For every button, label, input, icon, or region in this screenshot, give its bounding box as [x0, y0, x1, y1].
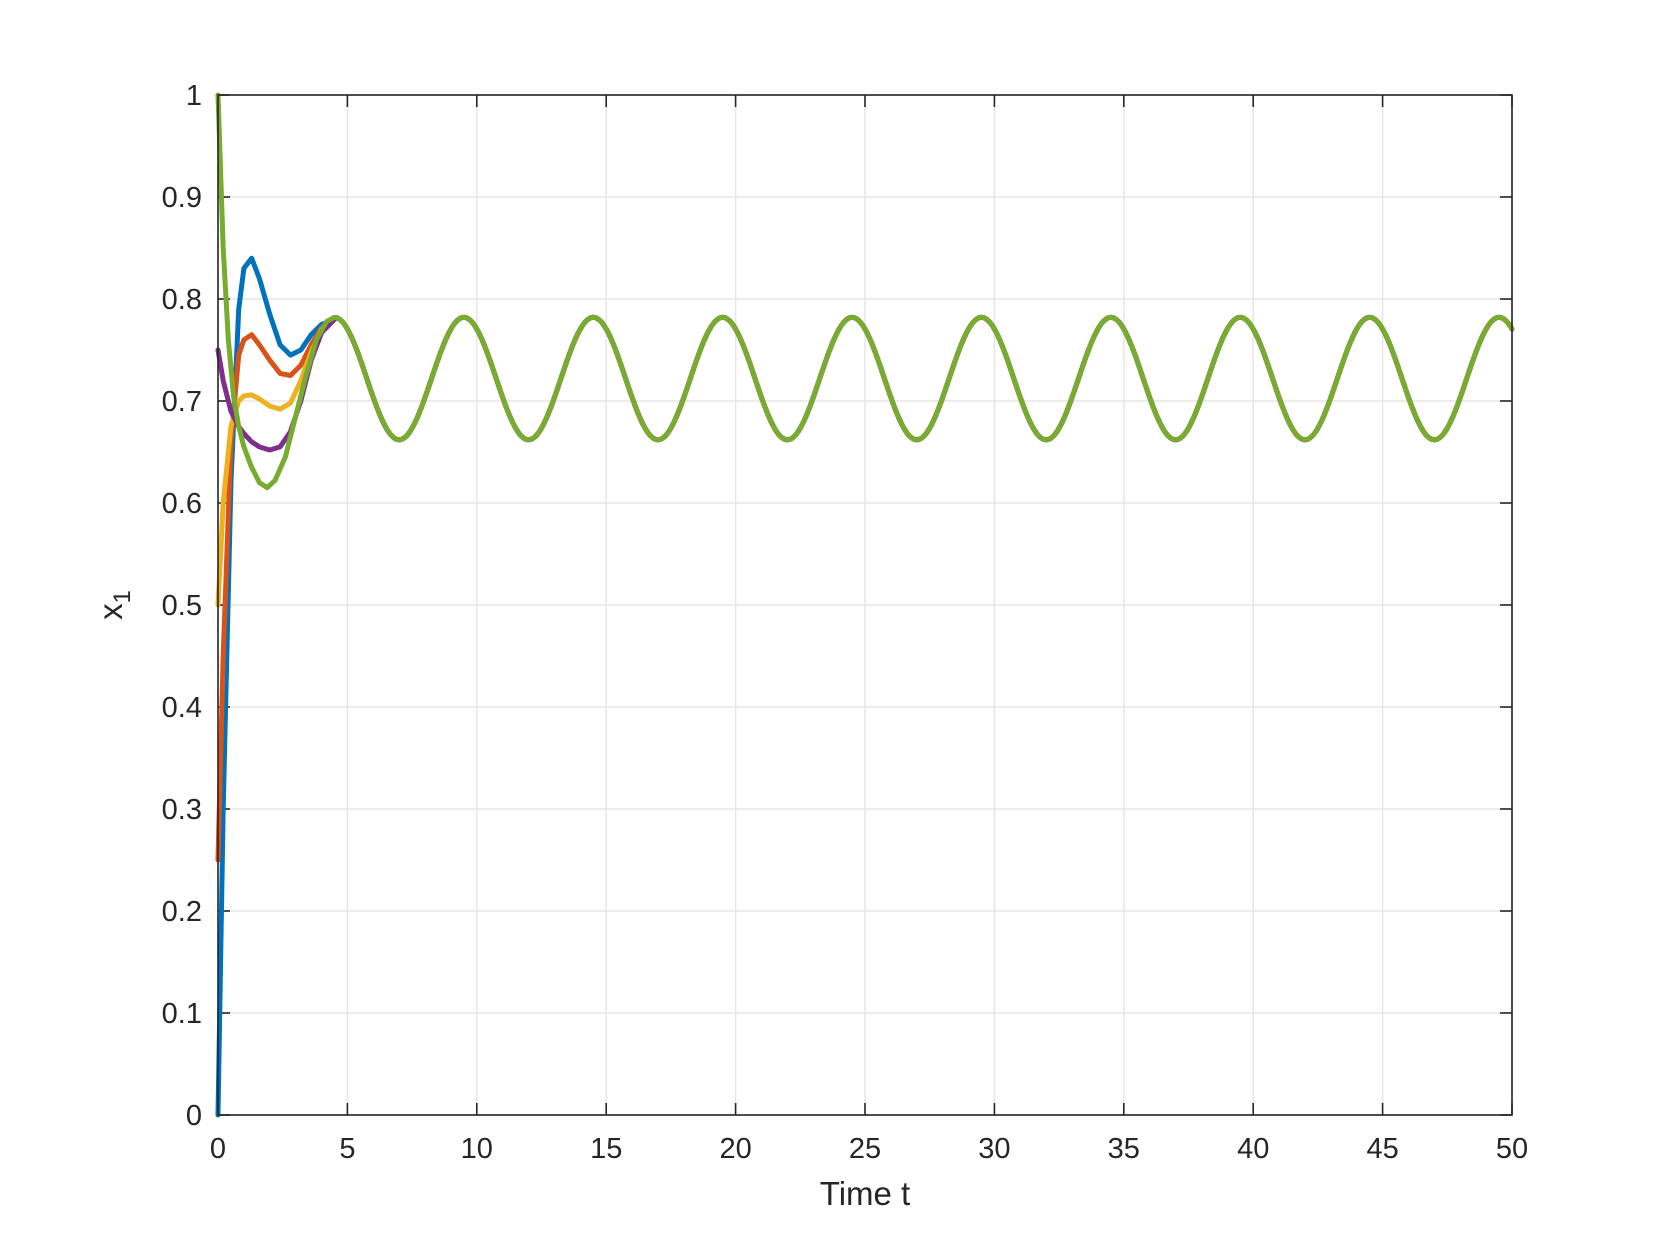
x-tick-label: 5 — [339, 1133, 355, 1165]
plot-series — [215, 92, 1515, 1118]
y-tick-label: 0.1 — [162, 998, 202, 1030]
y-tick-label: 0.4 — [162, 692, 202, 724]
plot-area-border — [217, 94, 1513, 1116]
y-tick-label: 1 — [186, 80, 202, 112]
y-tick-label: 0.5 — [162, 590, 202, 622]
x-axis-label: Time t — [820, 1175, 910, 1212]
x-tick-label: 50 — [1496, 1133, 1528, 1165]
x-tick-label: 40 — [1237, 1133, 1269, 1165]
x-tick-label: 25 — [849, 1133, 881, 1165]
y-tick-label: 0.6 — [162, 488, 202, 520]
y-tick-label: 0.8 — [162, 284, 202, 316]
y-tick-label: 0 — [186, 1100, 202, 1132]
x-tick-label: 15 — [590, 1133, 622, 1165]
x-tick-label: 10 — [461, 1133, 493, 1165]
x-tick-label: 35 — [1108, 1133, 1140, 1165]
x-tick-label: 0 — [210, 1133, 226, 1165]
y-tick-labels: 0 0.1 0.2 0.3 0.4 0.5 0.6 0.7 0.8 0.9 1 — [162, 80, 202, 1132]
series-line-5 — [215, 92, 1515, 491]
y-tick-label: 0.2 — [162, 896, 202, 928]
x-tick-label: 20 — [719, 1133, 751, 1165]
x-tick-labels: 0 5 10 15 20 25 30 35 40 45 50 — [210, 1133, 1528, 1165]
grid-lines — [217, 94, 1513, 1116]
y-tick-label: 0.9 — [162, 182, 202, 214]
y-axis-label-subscript: 1 — [109, 590, 136, 603]
y-tick-label: 0.3 — [162, 794, 202, 826]
y-axis-label: x1 — [92, 590, 136, 620]
x-tick-label: 45 — [1366, 1133, 1398, 1165]
x-tick-label: 30 — [978, 1133, 1010, 1165]
y-tick-label: 0.7 — [162, 386, 202, 418]
y-axis-label-main: x — [92, 603, 129, 620]
